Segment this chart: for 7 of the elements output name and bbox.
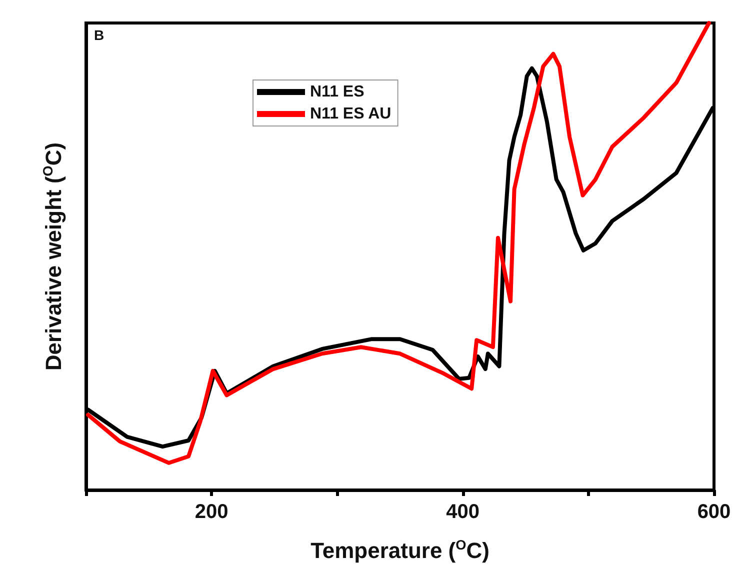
x-tick-label: 400	[446, 501, 480, 523]
legend-label: N11 ES	[310, 84, 365, 100]
x-tick-label: 600	[697, 501, 731, 523]
y-axis-title: Derivative weight (OC)	[40, 142, 66, 371]
legend-label: N11 ES AU	[310, 106, 392, 122]
x-tick-label: 200	[194, 501, 228, 523]
annotation: B	[94, 27, 104, 43]
